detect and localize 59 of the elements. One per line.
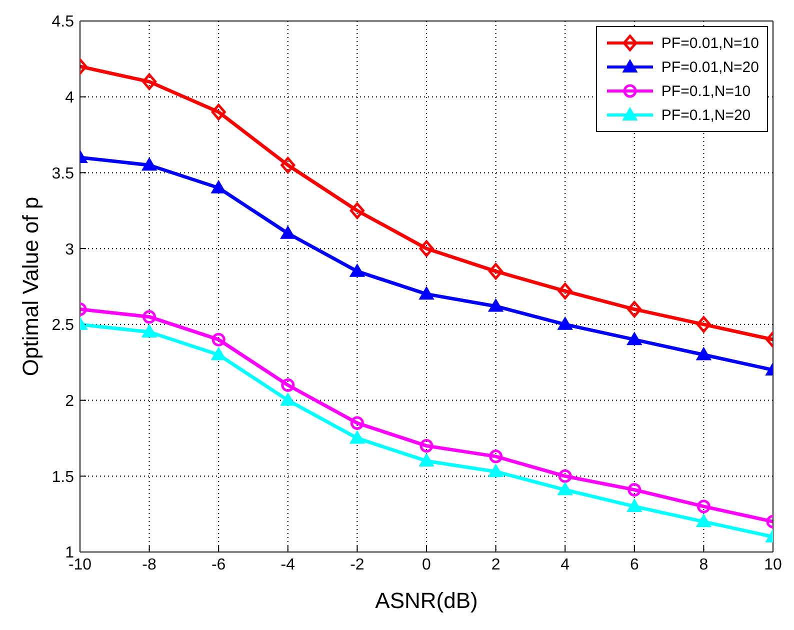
x-tick-label: -6: [211, 556, 226, 574]
point: [420, 439, 434, 453]
point: [350, 416, 364, 430]
point: [350, 264, 365, 277]
point: [280, 156, 296, 174]
point: [626, 498, 642, 512]
x-tick-label: -4: [280, 556, 296, 574]
point: [280, 226, 296, 239]
x-tick-label: -2: [350, 556, 364, 574]
point: [142, 324, 157, 338]
y-tick-label: 1.5: [52, 468, 74, 486]
legend-label: PF=0.1,N=20: [661, 106, 751, 124]
point: [350, 430, 365, 444]
point: [626, 332, 642, 346]
y-tick-label: 2: [65, 392, 74, 410]
legend-label: PF=0.1,N=10: [661, 82, 751, 100]
point: [142, 73, 157, 90]
point: [419, 453, 434, 466]
point: [488, 263, 504, 280]
point: [696, 347, 712, 360]
point: [142, 158, 157, 171]
point: [488, 464, 504, 478]
y-tick-label: 2.5: [52, 317, 74, 334]
x-tick-label: 4: [560, 556, 570, 574]
point: [696, 514, 712, 528]
x-tick-label: 2: [491, 556, 500, 574]
legend-label: PF=0.01,N=10: [661, 34, 759, 52]
y-tick-label: 3: [65, 241, 74, 258]
point: [558, 282, 572, 300]
point: [280, 392, 296, 406]
point: [558, 469, 572, 483]
point: [627, 301, 642, 318]
x-axis-title: ASNR(dB): [375, 588, 478, 613]
point: [558, 316, 573, 330]
x-tick-label: 8: [699, 556, 708, 574]
point: [211, 104, 226, 120]
y-tick-label: 4: [65, 90, 74, 107]
point: [696, 500, 710, 514]
y-tick-label: 3.5: [52, 165, 74, 182]
point: [350, 202, 364, 219]
point: [142, 310, 156, 324]
point: [419, 240, 434, 257]
x-tick-label: 0: [422, 556, 432, 574]
x-tick-label: 10: [764, 556, 782, 574]
point: [211, 180, 226, 194]
point: [488, 298, 504, 312]
point: [211, 347, 226, 360]
point: [489, 450, 503, 464]
x-tick-label: -8: [142, 556, 157, 574]
legend-label: PF=0.01,N=20: [661, 58, 759, 76]
point: [628, 483, 642, 497]
point: [212, 332, 226, 346]
point: [281, 378, 295, 392]
point: [558, 482, 573, 496]
y-axis-title: Optimal Value of p: [18, 196, 43, 376]
point: [419, 286, 434, 300]
point: [696, 316, 711, 333]
y-tick-label: 4.5: [52, 14, 74, 31]
x-tick-label: 6: [630, 556, 639, 574]
